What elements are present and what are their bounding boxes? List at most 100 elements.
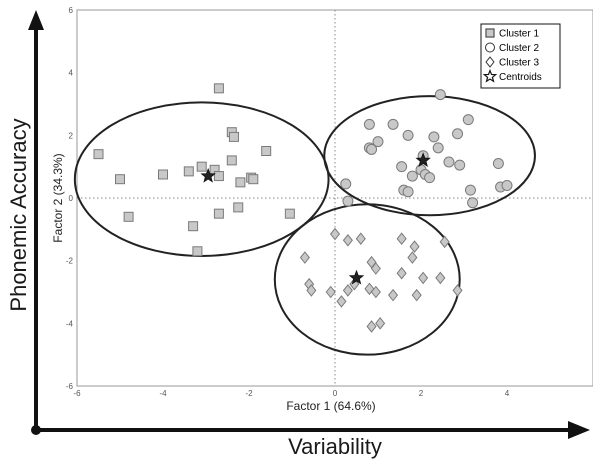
legend: Cluster 1 Cluster 2 Cluster 3 Centroids	[480, 23, 561, 89]
square-point	[188, 221, 199, 232]
diamond-point	[375, 317, 386, 330]
y-tick-label: -6	[66, 382, 74, 391]
square-point	[248, 174, 259, 185]
y-axis-label: Factor 2 (34.3%)	[51, 153, 65, 242]
circle-point	[396, 161, 408, 173]
circle-point	[424, 172, 436, 184]
star-point	[415, 152, 431, 167]
diamond-point	[329, 227, 341, 241]
x-tick-label: 2	[419, 389, 424, 398]
x-tick-label: -6	[73, 389, 81, 398]
star-point	[200, 167, 216, 183]
reference-lines	[77, 10, 593, 386]
square-point	[226, 155, 237, 166]
circle-point	[452, 128, 464, 140]
diamond-point	[396, 232, 407, 246]
circle-point	[443, 156, 455, 168]
circle-point	[406, 170, 418, 182]
outer-x-axis-arrow	[568, 421, 590, 439]
data-points	[93, 83, 513, 333]
cluster-ellipse	[73, 101, 330, 257]
y-tick-label: -4	[66, 319, 74, 328]
diamond-point	[306, 284, 317, 297]
circle-point	[467, 197, 479, 209]
legend-circle-symbol	[485, 42, 495, 53]
diamond-point	[349, 277, 360, 291]
x-tick-label: 4	[505, 389, 510, 398]
outer-x-label: Variability	[288, 434, 382, 459]
circle-point	[434, 89, 446, 101]
circle-point	[454, 159, 466, 171]
x-axis-label: Factor 1 (64.6%)	[286, 399, 375, 413]
circle-point	[402, 129, 414, 141]
square-point	[196, 161, 207, 172]
diamond-point	[388, 288, 399, 302]
x-tick-label: 0	[333, 389, 338, 398]
circle-point	[387, 118, 399, 130]
diamond-point	[409, 240, 420, 253]
square-point	[192, 246, 203, 257]
diamond-point	[366, 320, 377, 333]
square-point	[284, 208, 295, 219]
legend-entry-label: Cluster 2	[499, 43, 539, 54]
cluster-ellipses	[73, 95, 536, 356]
square-point	[233, 202, 244, 213]
square-point	[115, 174, 125, 185]
square-point	[158, 169, 168, 180]
square-point	[213, 83, 224, 94]
circle-point	[402, 186, 414, 198]
circle-point	[432, 142, 444, 154]
circle-point	[366, 143, 378, 155]
diamond-point	[299, 251, 310, 264]
legend-star-symbol	[482, 68, 498, 83]
diamond-point	[342, 284, 353, 297]
square-point	[261, 146, 272, 156]
cluster-ellipse	[323, 95, 536, 217]
circle-point	[462, 114, 474, 126]
y-tick-label: 0	[69, 194, 74, 203]
diamond-point	[336, 295, 347, 308]
diamond-point	[435, 271, 446, 285]
square-point	[235, 177, 246, 188]
x-tick-label: -4	[159, 389, 167, 398]
diamond-point	[342, 233, 353, 247]
diamond-point	[396, 266, 407, 280]
diamond-point	[407, 251, 418, 264]
y-tick-label: 4	[69, 69, 74, 78]
diamond-point	[370, 285, 381, 299]
diamond-point	[325, 285, 336, 299]
legend-entry-label: Cluster 1	[499, 29, 539, 40]
square-point	[93, 149, 104, 160]
diamond-point	[452, 284, 463, 297]
circle-point	[342, 195, 354, 207]
outer-y-label: Phonemic Accuracy	[6, 118, 31, 311]
circle-point	[363, 118, 375, 130]
circle-point	[501, 179, 513, 191]
cluster-ellipse	[273, 203, 461, 356]
diamond-point	[355, 232, 366, 246]
diamond-point	[418, 271, 429, 285]
legend-diamond-symbol	[485, 56, 495, 68]
square-point	[213, 208, 224, 219]
y-tick-label: 2	[69, 131, 74, 140]
tick-labels: -6 -4 -2 0 2 4 -6 -4 -2 0 2 4 6	[66, 6, 510, 398]
square-point	[183, 166, 194, 177]
legend-square-symbol	[485, 28, 495, 38]
x-tick-label: -2	[245, 389, 253, 398]
legend-entry-label: Cluster 3	[499, 58, 539, 69]
square-point	[213, 171, 224, 182]
y-tick-label: 6	[69, 6, 74, 15]
diamond-point	[370, 262, 381, 275]
origin-dot	[31, 425, 41, 435]
square-point	[228, 131, 239, 142]
circle-point	[428, 131, 440, 143]
square-point	[123, 211, 134, 222]
circle-point	[340, 178, 352, 190]
circle-point	[372, 136, 384, 148]
star-point	[348, 269, 365, 285]
diamond-point	[411, 288, 422, 302]
diamond-point	[439, 235, 450, 249]
legend-entry-label: Centroids	[499, 72, 542, 83]
outer-y-axis-arrow	[28, 10, 44, 30]
